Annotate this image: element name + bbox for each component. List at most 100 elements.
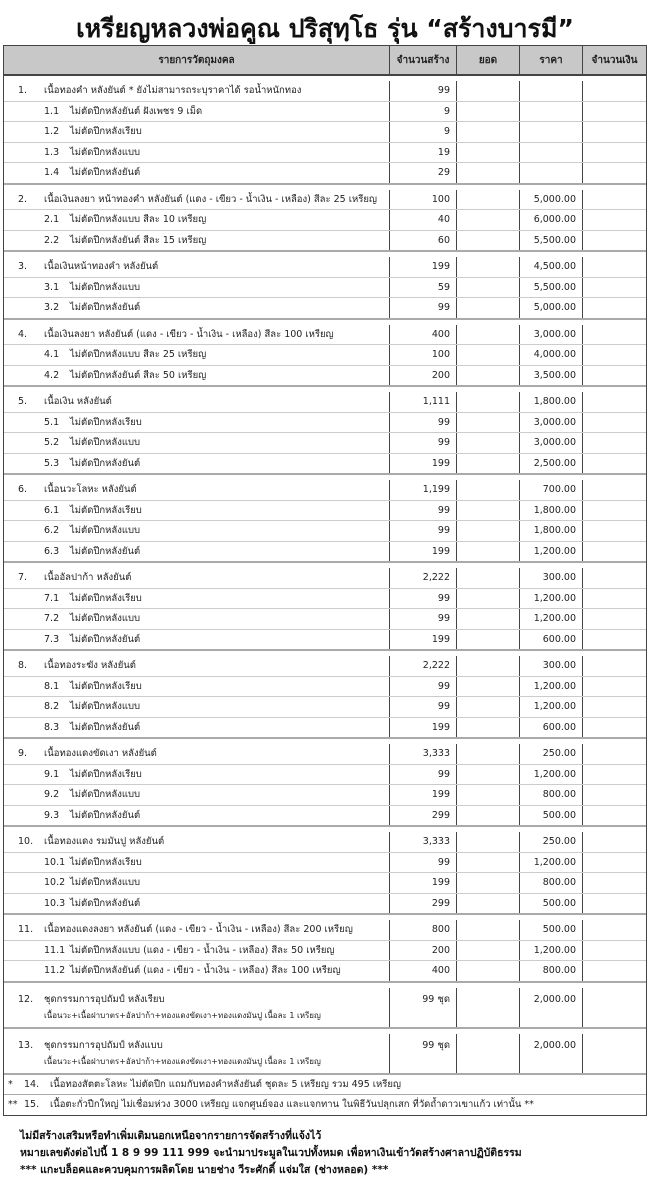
table-row: 4.1 ไม่ตัดปีกหลังแบบ สีละ 25 เหรียญ 100 4,0… — [4, 345, 646, 366]
item-number: 1.3 — [44, 146, 60, 158]
item-name: ไม่ตัดปีกหลังยันต์ — [70, 809, 141, 821]
item-number: 7.2 — [44, 613, 60, 625]
amount-cell — [583, 143, 646, 163]
table-row: 3. เนื้อเงินหน้าทองคำ หลังยันต์ 199 4,500.0… — [4, 257, 646, 278]
item-line: 9.2 ไม่ตัดปีกหลังแบบ — [44, 788, 385, 801]
quantity-cell: 2,222 — [390, 568, 457, 588]
order-cell — [457, 852, 520, 872]
quantity-cell: 59 — [390, 277, 457, 297]
item-line: 1.2 ไม่ตัดปีกหลังเรียบ — [44, 125, 385, 138]
item-line: 8.3 ไม่ตัดปีกหลังยันต์ — [44, 721, 385, 734]
item-number: 10.3 — [44, 897, 66, 909]
item-group: 4. เนื้อเงินลงยา หลังยันต์ (แดง - เขียว -… — [4, 317, 646, 386]
item-group: 13. ชุดกรรมการอุปถัมป์ หลังแบบ เนื้อนวะ+เน… — [4, 1026, 646, 1073]
order-cell — [457, 609, 520, 629]
item-number: 2.2 — [44, 234, 60, 246]
amount-cell — [583, 677, 646, 697]
amount-cell — [583, 433, 646, 453]
table-header: รายการวัตถุมงคล จำนวนสร้าง ยอด ราคา จำนว… — [4, 46, 646, 76]
amount-cell — [583, 853, 646, 873]
item-cell: 11.2 ไม่ตัดปีกหลังยันต์ (แดง - เขียว - น้… — [4, 961, 390, 981]
item-line: 10. เนื้อทองแดง รมมันปู หลังยันต์ — [18, 835, 385, 848]
item-number: 2. — [18, 193, 28, 205]
price-cell: 600.00 — [520, 717, 583, 737]
item-line: 12. ชุดกรรมการอุปถัมป์ หลังเรียบ — [18, 993, 385, 1006]
price-cell: 2,000.00 — [520, 1033, 583, 1073]
amount-cell — [583, 920, 646, 940]
item-group: 7. เนื้ออัลปาก้า หลังยันต์ 2,222 300.00 7.1 ไ… — [4, 561, 646, 649]
order-cell — [457, 1033, 520, 1073]
item-cell: 8.2 ไม่ตัดปีกหลังแบบ — [4, 697, 390, 717]
item-group: 3. เนื้อเงินหน้าทองคำ หลังยันต์ 199 4,500.0… — [4, 250, 646, 318]
order-cell — [457, 298, 520, 318]
order-cell — [457, 832, 520, 852]
price-cell: 1,800.00 — [520, 500, 583, 520]
amount-cell — [583, 102, 646, 122]
item-name: เนื้อทองระฆัง หลังยันต์ — [44, 660, 136, 672]
price-cell: 500.00 — [520, 920, 583, 940]
extra-number: 14. — [24, 1078, 40, 1090]
item-cell: 7.3 ไม่ตัดปีกหลังยันต์ — [4, 629, 390, 649]
amount-cell — [583, 542, 646, 562]
item-name: เนื้อทองคำ หลังยันต์ * ยังไม่สามารถระบุร… — [44, 85, 302, 97]
amount-cell — [583, 366, 646, 386]
order-cell — [457, 433, 520, 453]
price-cell: 500.00 — [520, 805, 583, 825]
item-number: 11.2 — [44, 965, 66, 977]
item-name: ไม่ตัดปีกหลังเรียบ — [70, 592, 142, 604]
amount-cell — [583, 257, 646, 277]
quantity-cell: 200 — [390, 940, 457, 960]
price-cell: 1,200.00 — [520, 588, 583, 608]
item-cell: 10. เนื้อทองแดง รมมันปู หลังยันต์ — [4, 832, 390, 852]
quantity-cell: 99 — [390, 298, 457, 318]
item-number: 5.1 — [44, 416, 60, 428]
item-name: ไม่ตัดปีกหลังยันต์ — [70, 167, 141, 179]
item-line: 8.1 ไม่ตัดปีกหลังเรียบ — [44, 680, 385, 693]
item-number: 10.1 — [44, 856, 66, 868]
table-row: 6.2 ไม่ตัดปีกหลังแบบ 99 1,800.00 — [4, 521, 646, 542]
item-line: 13. ชุดกรรมการอุปถัมป์ หลังแบบ — [18, 1039, 385, 1052]
item-cell: 2.2 ไม่ตัดปีกหลังยันต์ สีละ 15 เหรียญ — [4, 230, 390, 250]
quantity-cell: 1,111 — [390, 392, 457, 412]
item-cell: 9. เนื้อทองแดงขัดเงา หลังยันต์ — [4, 744, 390, 764]
price-cell: 800.00 — [520, 961, 583, 981]
price-cell: 1,200.00 — [520, 541, 583, 561]
amount-cell — [583, 656, 646, 676]
item-number: 3.1 — [44, 281, 60, 293]
item-number: 11.1 — [44, 944, 66, 956]
item-name: เนื้อเงิน หลังยันต์ — [44, 396, 112, 408]
order-cell — [457, 541, 520, 561]
table-row: 6. เนื้อนวะโลหะ หลังยันต์ 1,199 700.00 — [4, 480, 646, 501]
price-cell: 3,000.00 — [520, 324, 583, 344]
price-cell: 6,000.00 — [520, 210, 583, 230]
item-number: 1.1 — [44, 105, 60, 117]
quantity-cell: 199 — [390, 257, 457, 277]
item-name: ไม่ตัดปีกหลังยันต์ — [70, 457, 141, 469]
item-number: 6. — [18, 484, 28, 496]
price-cell: 800.00 — [520, 785, 583, 805]
order-cell — [457, 805, 520, 825]
table-row: 4.2 ไม่ตัดปีกหลังยันต์ สีละ 50 เหรียญ 200 3… — [4, 365, 646, 386]
order-cell — [457, 961, 520, 981]
quantity-cell: 60 — [390, 230, 457, 250]
item-cell: 9.2 ไม่ตัดปีกหลังแบบ — [4, 785, 390, 805]
item-name: ไม่ตัดปีกหลังยันต์ — [70, 721, 141, 733]
item-group: 6. เนื้อนวะโลหะ หลังยันต์ 1,199 700.00 6.1 ไม… — [4, 473, 646, 561]
quantity-cell: 199 — [390, 873, 457, 893]
quantity-cell: 100 — [390, 189, 457, 209]
order-cell — [457, 392, 520, 412]
amount-cell — [583, 609, 646, 629]
table-row: 12. ชุดกรรมการอุปถัมป์ หลังเรียบ เนื้อนวะ+… — [4, 987, 646, 1027]
item-name: ไม่ตัดปีกหลังแบบ — [70, 437, 141, 449]
item-line: 2.2 ไม่ตัดปีกหลังยันต์ สีละ 15 เหรียญ — [44, 234, 385, 247]
item-name: ไม่ตัดปีกหลังเรียบ — [70, 856, 142, 868]
table-row: 8.1 ไม่ตัดปีกหลังเรียบ 99 1,200.00 — [4, 676, 646, 697]
item-line: 5.2 ไม่ตัดปีกหลังแบบ — [44, 436, 385, 449]
item-name: ไม่ตัดปีกหลังแบบ — [70, 146, 141, 158]
quantity-cell: 400 — [390, 961, 457, 981]
table-row: 8. เนื้อทองระฆัง หลังยันต์ 2,222 300.00 — [4, 656, 646, 677]
price-cell: 300.00 — [520, 568, 583, 588]
footer-line: ไม่มีสร้างเสริมหรือทำเพิ่มเติมนอกเหนือจา… — [20, 1129, 322, 1142]
price-cell: 2,500.00 — [520, 453, 583, 473]
item-cell: 4.1 ไม่ตัดปีกหลังแบบ สีละ 25 เหรียญ — [4, 345, 390, 365]
